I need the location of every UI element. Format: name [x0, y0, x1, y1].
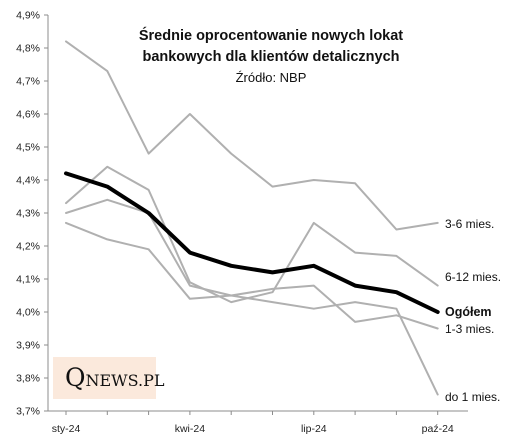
series-line-3-6-mies [65, 40, 439, 231]
x-tick-label: lip-24 [301, 423, 327, 435]
y-tick-label: 4,4% [16, 175, 40, 187]
series-label-do-1-mies: do 1 mies. [445, 390, 500, 404]
series-lines [64, 40, 440, 396]
y-tick-label: 3,7% [16, 406, 40, 418]
logo-text: QNEWS.PL [65, 363, 165, 392]
logo-letter-q: Q [65, 363, 86, 392]
y-tick-label: 4,8% [16, 43, 40, 55]
chart-title-line-1: Średnie oprocentowanie nowych lokat [139, 26, 403, 44]
y-tick-label: 3,9% [16, 340, 40, 352]
series-label-3-6-mies: 3-6 mies. [445, 217, 494, 231]
series-label-og-em: Ogółem [445, 305, 492, 319]
y-tick-label: 4,3% [16, 208, 40, 220]
y-tick-label: 4,0% [16, 307, 40, 319]
series-line-do-1-mies [65, 221, 439, 396]
y-tick-label: 4,6% [16, 109, 40, 121]
series-label-6-12-mies: 6-12 mies. [445, 270, 501, 284]
series-line-1-3-mies [65, 198, 439, 330]
chart-title: Średnie oprocentowanie nowych lokat bank… [139, 26, 403, 85]
chart-title-line-2: bankowych dla klientów detalicznych [142, 49, 399, 65]
series-line-og-em [64, 171, 440, 314]
series-line-6-12-mies [65, 165, 439, 304]
y-tick-label: 3,8% [16, 373, 40, 385]
y-tick-label: 4,1% [16, 274, 40, 286]
y-tick-label: 4,5% [16, 142, 40, 154]
qnews-logo: QNEWS.PL [53, 357, 165, 399]
series-labels: 3-6 mies. 6-12 mies. Ogółem 1-3 mies. do 1 m… [445, 217, 501, 404]
x-tick-label: kwi-24 [175, 423, 206, 435]
y-tick-label: 4,7% [16, 76, 40, 88]
series-label-1-3-mies: 1-3 mies. [445, 322, 494, 336]
y-axis: 3,7% 3,8% 3,9% 4,0% 4,1% 4,2% 4,3% 4,4% 4,5% 4,6%… [16, 10, 49, 418]
y-tick-label: 4,9% [16, 10, 40, 22]
chart-subtitle: Źródło: NBP [236, 70, 307, 85]
x-tick-label: paź-24 [422, 423, 454, 435]
y-tick-label: 4,2% [16, 241, 40, 253]
logo-wordmark: NEWS.PL [85, 371, 165, 390]
x-tick-label: sty-24 [52, 423, 81, 435]
x-axis: sty-24 kwi-24 lip-24 paź-24 [48, 410, 468, 435]
